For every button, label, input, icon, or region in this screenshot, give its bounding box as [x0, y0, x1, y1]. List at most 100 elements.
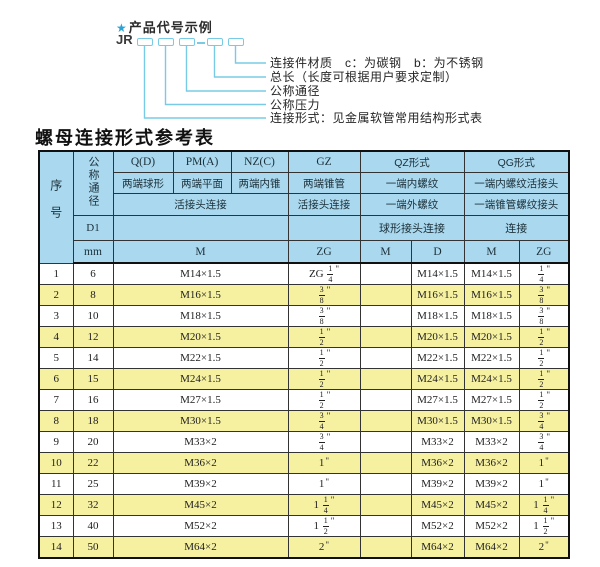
cell-qg-m: M16×1.5 — [463, 284, 520, 306]
inch-mark: " — [335, 263, 340, 274]
inch-mark: " — [326, 410, 331, 421]
cell-dn: 25 — [72, 473, 114, 495]
inch-mark: " — [330, 515, 335, 526]
header-qg-end2: 一端锥管螺纹接头 — [463, 193, 570, 216]
cell-qz-d: M16×1.5 — [410, 284, 465, 306]
table-body: 1 6 M14×1.5 ZG 1 4 " M14×1.5 M14×1.5 1 4 " 2 8 M16×1.… — [38, 262, 570, 559]
header-blank-gz — [287, 215, 361, 241]
cell-dn: 32 — [72, 494, 114, 516]
cell-qg-m: M64×2 — [463, 536, 520, 559]
cell-qg-m: M52×2 — [463, 515, 520, 537]
code-label-pressure: 公称压力 — [270, 97, 321, 112]
cell-gz: 1 2 " — [287, 368, 361, 390]
inch-mark: " — [330, 494, 335, 505]
code-label-length: 总长（长度可根据用户要求定制） — [270, 70, 458, 84]
cell-qg-m: M36×2 — [463, 452, 520, 474]
inch-mark: " — [546, 389, 551, 400]
inch-mark: " — [325, 477, 330, 487]
header-d1: D1 — [72, 215, 114, 241]
cell-qz-m — [359, 262, 412, 285]
header-qg-t1: M — [463, 240, 520, 264]
cell-qg-m: M33×2 — [463, 431, 520, 453]
section-heading-text: 产品代号示例 — [128, 20, 213, 35]
cell-m: M20×1.5 — [112, 326, 289, 348]
cell-qg-m: M18×1.5 — [463, 305, 520, 327]
inch-mark: " — [545, 456, 549, 466]
cell-qz-m — [359, 389, 412, 411]
cell-seq: 1 — [38, 262, 74, 285]
table-header: 序号 公称通径 Q(D) PM(A) NZ(C) GZ QZ形式 QG形式 两端… — [38, 150, 570, 264]
inch-mark: " — [326, 389, 331, 400]
table-row: 13 40 M52×2 1 1 2 " M52×2 M52×2 1 1 2 " — [38, 515, 570, 537]
cell-qg-m: M30×1.5 — [463, 410, 520, 432]
cell-gz: 3 8 " — [287, 305, 361, 327]
cell-qg-zg: 1 2 " — [518, 326, 570, 348]
cell-m: M14×1.5 — [112, 262, 289, 285]
cell-qg-zg: 3 4 " — [518, 431, 570, 453]
cell-qg-m: M45×2 — [463, 494, 520, 516]
cell-seq: 10 — [38, 452, 74, 474]
table-row: 12 32 M45×2 1 1 4 " M45×2 M45×2 1 1 4 " — [38, 494, 570, 516]
cell-m: M27×1.5 — [112, 389, 289, 411]
cell-qz-m — [359, 473, 412, 495]
inch-mark: " — [545, 540, 549, 550]
cell-qg-zg: 3 4 " — [518, 410, 570, 432]
cell-qg-zg: 3 8 " — [518, 305, 570, 327]
cell-qz-m — [359, 431, 412, 453]
product-code-prefix: JR — [116, 32, 133, 47]
inch-mark: " — [326, 368, 331, 379]
cell-seq: 8 — [38, 410, 74, 432]
header-qz-conn: 球形接头连接 — [359, 215, 465, 241]
cell-qg-m: M22×1.5 — [463, 347, 520, 369]
reference-table: 序号 公称通径 Q(D) PM(A) NZ(C) GZ QZ形式 QG形式 两端… — [38, 150, 570, 559]
table-row: 2 8 M16×1.5 3 8 " M16×1.5 M16×1.5 3 8 " — [38, 284, 570, 306]
cell-seq: 11 — [38, 473, 74, 495]
header-dn-label: 公称通径 — [87, 156, 99, 208]
cell-dn: 6 — [72, 262, 114, 285]
header-gz-conn: 活接头连接 — [287, 193, 361, 216]
header-qg-t2: ZG — [518, 240, 570, 264]
header-seq: 序号 — [38, 150, 74, 264]
cell-qz-d: M24×1.5 — [410, 368, 465, 390]
code-box — [228, 38, 244, 46]
header-gz-ends: 两端锥管 — [287, 172, 361, 194]
inch-mark: " — [326, 326, 331, 337]
code-box — [179, 38, 195, 46]
header-gz-thread: ZG — [287, 240, 361, 264]
cell-m: M64×2 — [112, 536, 289, 559]
cell-gz: 1 2 " — [287, 326, 361, 348]
cell-seq: 5 — [38, 347, 74, 369]
inch-mark: " — [326, 431, 331, 442]
cell-qg-m: M27×1.5 — [463, 389, 520, 411]
inch-mark: " — [545, 477, 549, 487]
header-qz-t2: D — [410, 240, 465, 264]
code-box — [207, 38, 223, 46]
inch-mark: " — [550, 494, 555, 505]
header-qz-code: QZ形式 — [359, 150, 465, 173]
table-row: 4 12 M20×1.5 1 2 " M20×1.5 M20×1.5 1 2 " — [38, 326, 570, 348]
cell-gz: 1" — [287, 473, 361, 495]
cell-qg-zg: 1 4 " — [518, 262, 570, 285]
cell-seq: 12 — [38, 494, 74, 516]
cell-qg-zg: 2" — [518, 536, 570, 559]
cell-dn: 50 — [72, 536, 114, 559]
header-gz-code: GZ — [287, 150, 361, 173]
inch-mark: " — [550, 515, 555, 526]
cell-dn: 10 — [72, 305, 114, 327]
code-dash — [196, 42, 205, 44]
table-row: 8 18 M30×1.5 3 4 " M30×1.5 M30×1.5 3 4 " — [38, 410, 570, 432]
cell-gz: ZG 1 4 " — [287, 262, 361, 285]
cell-gz: 1" — [287, 452, 361, 474]
cell-dn: 40 — [72, 515, 114, 537]
cell-qz-m — [359, 347, 412, 369]
